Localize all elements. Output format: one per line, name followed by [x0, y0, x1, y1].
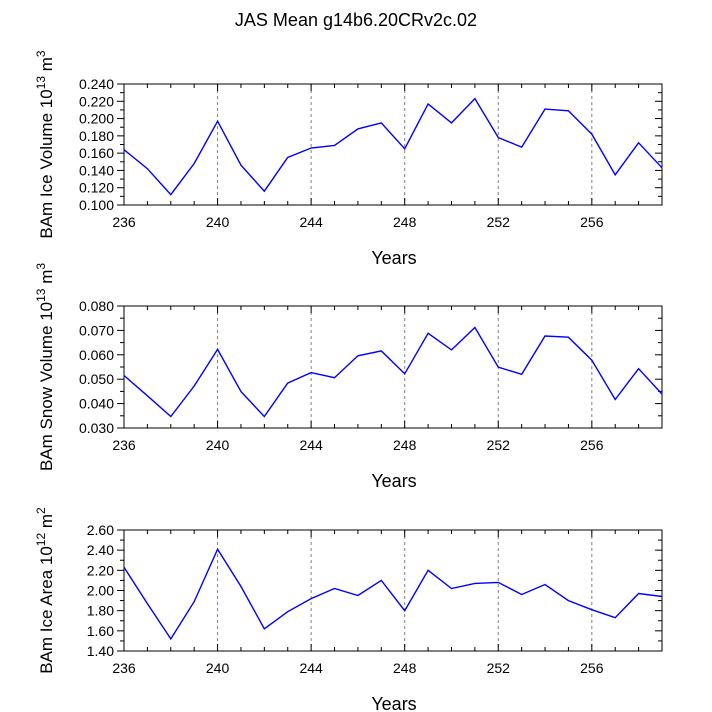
- chart-1-ytick-label: 0.160: [79, 145, 114, 161]
- chart-2-ylabel: BAm Snow Volume 1013 m3: [34, 263, 56, 471]
- chart-2-ytick-label: 0.070: [79, 322, 114, 338]
- chart-3-xtick-label: 240: [206, 660, 230, 676]
- chart-2-xtick-label: 244: [299, 437, 323, 453]
- chart-1-ytick-label: 0.200: [79, 111, 114, 127]
- chart-2-xtick-label: 240: [206, 437, 230, 453]
- chart-3-ytick-label: 2.00: [87, 583, 114, 599]
- chart-3-xtick-label: 256: [580, 660, 604, 676]
- chart-1-frame: [123, 83, 663, 206]
- chart-3-xtick-label: 236: [112, 660, 136, 676]
- page-title: JAS Mean g14b6.20CRv2c.02: [234, 10, 478, 30]
- chart-2-ytick-label: 0.080: [79, 298, 114, 314]
- chart-1-ylabel: BAm Ice Volume 1013 m3: [34, 50, 56, 239]
- chart-2-series-line: [123, 326, 663, 418]
- chart-1-ytick-label: 0.140: [79, 162, 114, 178]
- chart-3-ytick-label: 1.60: [87, 623, 114, 639]
- chart-3-ytick-label: 2.60: [87, 522, 114, 538]
- chart-1-ytick-label: 0.180: [79, 128, 114, 144]
- chart-3-ytick-label: 1.80: [87, 603, 114, 619]
- chart-1-ytick-label: 0.100: [79, 197, 114, 213]
- chart-3-xtick-label: 244: [299, 660, 323, 676]
- chart-2-xtick-label: 248: [393, 437, 417, 453]
- chart-1-xtick-label: 240: [206, 214, 230, 230]
- chart-1-xtick-label: 244: [299, 214, 323, 230]
- chart-3: 236 240 244 248 252 256 1.40 1.60 1.80 2.00 2.20 2.…: [34, 507, 663, 712]
- chart-3-ytick-label: 2.20: [87, 562, 114, 578]
- chart-1-series-line: [123, 97, 663, 196]
- chart-2-xtick-label: 252: [487, 437, 511, 453]
- chart-2: 236 240 244 248 252 256 0.030 0.040 0.050 0.060 0.…: [34, 263, 663, 491]
- chart-2-ytick-label: 0.030: [79, 420, 114, 436]
- chart-3-xtick-label: 248: [393, 660, 417, 676]
- chart-1-xtick-label: 236: [112, 214, 136, 230]
- chart-2-ytick-label: 0.060: [79, 347, 114, 363]
- chart-2-xtick-label: 236: [112, 437, 136, 453]
- chart-1-xtick-label: 256: [580, 214, 604, 230]
- chart-2-ytick-label: 0.040: [79, 396, 114, 412]
- chart-1-ytick-label: 0.240: [79, 76, 114, 92]
- chart-1-xtick-label: 248: [393, 214, 417, 230]
- chart-3-xlabel: Years: [371, 694, 416, 712]
- chart-1: 236 240 244 248 252 2560.1000.1200.1400.1600.…: [34, 50, 663, 268]
- chart-2-frame: [123, 305, 663, 429]
- chart-1-xlabel: Years: [371, 248, 416, 268]
- chart-1-ytick-label: 0.220: [79, 93, 114, 109]
- chart-3-ylabel: BAm Ice Area 1012 m2: [34, 507, 56, 674]
- chart-1-ytick-label: 0.120: [79, 180, 114, 196]
- chart-2-xtick-label: 256: [580, 437, 604, 453]
- chart-2-xlabel: Years: [371, 471, 416, 491]
- chart-1-xtick-label: 252: [487, 214, 511, 230]
- chart-2-ytick-label: 0.050: [79, 371, 114, 387]
- chart-3-xtick-label: 252: [487, 660, 511, 676]
- chart-3-frame: [123, 529, 663, 652]
- chart-3-ytick-label: 2.40: [87, 542, 114, 558]
- chart-3-ytick-label: 1.40: [87, 643, 114, 659]
- chart-3-series-line: [123, 547, 663, 641]
